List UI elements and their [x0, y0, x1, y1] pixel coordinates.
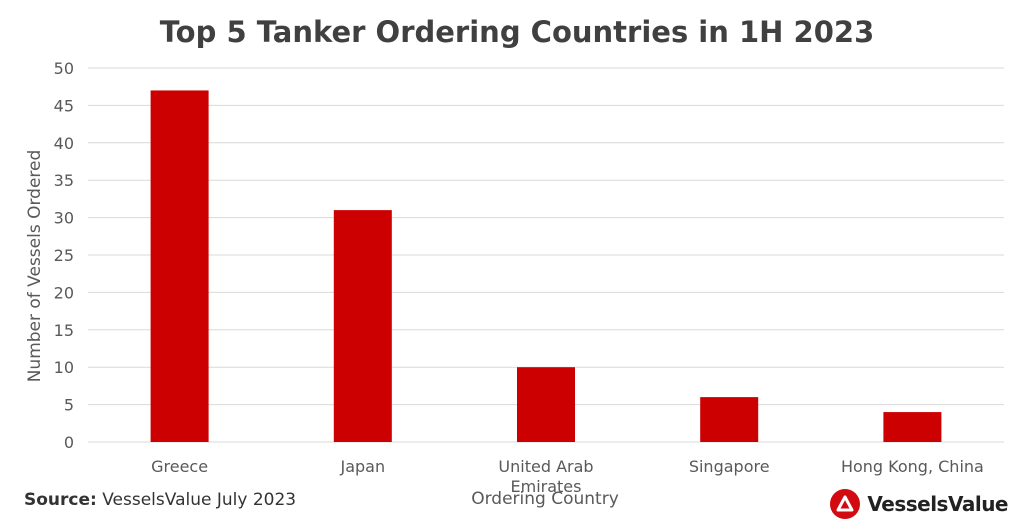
y-tick-label: 20 — [54, 283, 74, 302]
y-tick-label: 5 — [64, 396, 74, 415]
y-tick-label: 50 — [54, 59, 74, 78]
bar — [700, 397, 759, 442]
source-note: Source: VesselsValue July 2023 — [24, 490, 296, 510]
x-tick-label: Greece — [151, 457, 208, 476]
gridlines — [88, 67, 1004, 443]
y-tick-label: 45 — [54, 96, 74, 115]
x-tick-label: Singapore — [689, 457, 770, 476]
source-text: VesselsValue July 2023 — [102, 490, 297, 510]
x-tick-label-line: United Arab — [498, 457, 593, 476]
y-tick-label: 25 — [54, 246, 74, 265]
x-tick-label: United Arab Emirates — [498, 457, 593, 496]
x-tick-label-line: Greece — [151, 457, 208, 476]
chart-title: Top 5 Tanker Ordering Countries in 1H 20… — [160, 15, 875, 49]
y-tick-label: 35 — [54, 171, 74, 190]
x-tick-label-line: Hong Kong, China — [841, 457, 984, 476]
bar — [333, 210, 392, 442]
x-axis-ticks: Greece Japan United Arab Emirates Singapore H… — [151, 457, 984, 496]
x-tick-label-line: Singapore — [689, 457, 770, 476]
x-tick-label: Hong Kong, China — [841, 457, 984, 476]
bar — [883, 412, 942, 442]
y-tick-label: 10 — [54, 358, 74, 377]
y-tick-label: 0 — [64, 433, 74, 452]
x-tick-label: Japan — [339, 457, 385, 476]
x-axis-title: Ordering Country — [471, 489, 619, 509]
x-tick-label-line: Japan — [339, 457, 385, 476]
y-axis-title: Number of Vessels Ordered — [25, 150, 45, 383]
bar — [517, 367, 575, 442]
bar — [150, 90, 209, 442]
y-tick-label: 40 — [54, 134, 74, 153]
y-tick-label: 15 — [54, 321, 74, 340]
source-label: Source: — [24, 490, 97, 510]
y-axis-ticks: 0 5 10 15 20 25 30 35 40 45 50 — [54, 59, 74, 452]
x-tick-label-line: Emirates — [511, 477, 582, 496]
vesselsvalue-logo-icon — [830, 489, 861, 519]
y-tick-label: 30 — [54, 209, 74, 228]
brand-name: VesselsValue — [867, 492, 1008, 516]
brand-logo: VesselsValue — [829, 488, 1008, 520]
bars — [150, 90, 942, 442]
